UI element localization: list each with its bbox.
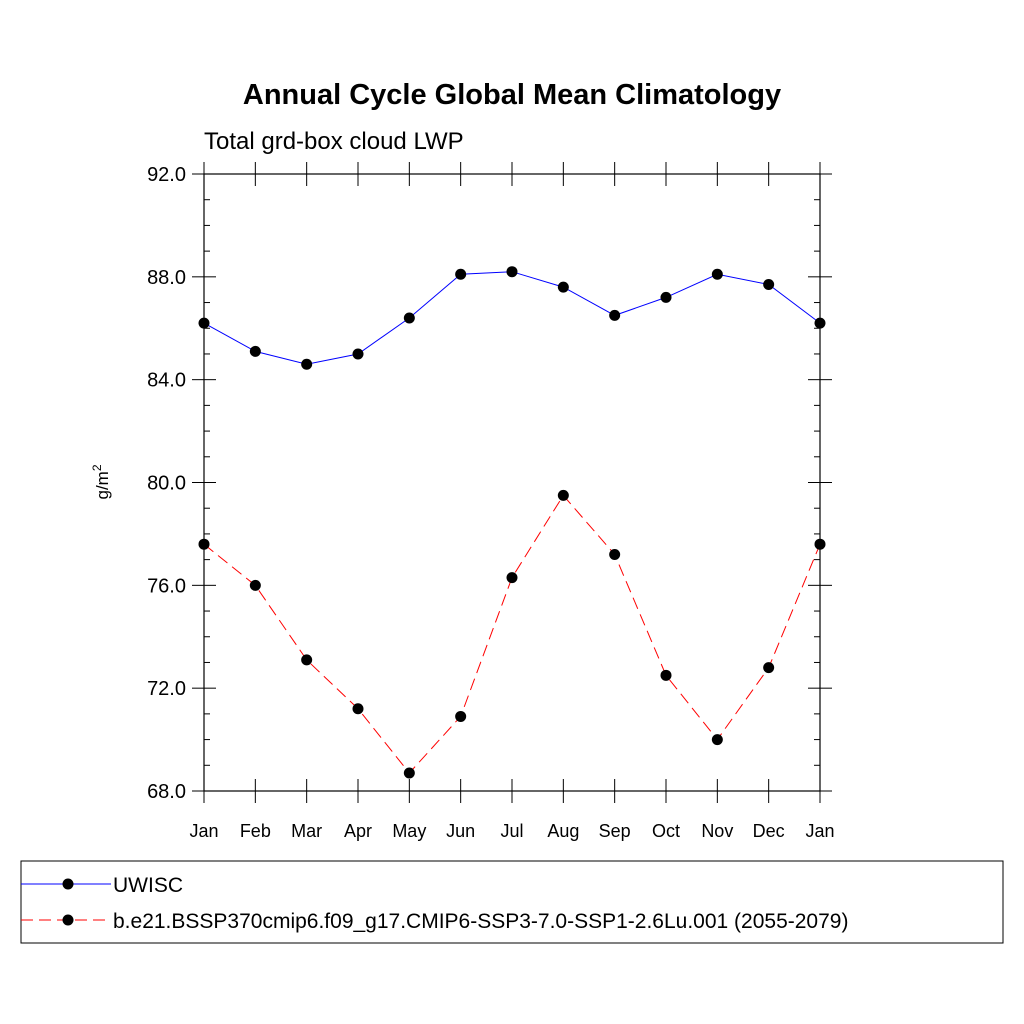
y-tick-label: 68.0 bbox=[147, 781, 186, 803]
data-point-series-2 bbox=[660, 669, 672, 681]
x-tick-label: Jul bbox=[500, 821, 523, 841]
x-tick-label: Jan bbox=[189, 821, 218, 841]
y-tick-label: 92.0 bbox=[147, 164, 186, 186]
x-tick-label: Jan bbox=[805, 821, 834, 841]
data-point-series-2 bbox=[403, 767, 415, 779]
y-tick-labels: 68.0 72.0 76.0 80.0 84.0 88.0 92.0 bbox=[147, 164, 186, 803]
data-point-series-1 bbox=[660, 291, 672, 303]
x-tick-label: Feb bbox=[240, 821, 271, 841]
data-point-series-2 bbox=[249, 579, 261, 591]
x-tick-label: Dec bbox=[753, 821, 785, 841]
data-point-series-2 bbox=[506, 572, 518, 584]
data-point-series-2 bbox=[557, 489, 569, 501]
y-axis-label: g/m2 bbox=[90, 464, 112, 499]
legend-marker-1 bbox=[62, 878, 74, 890]
y-axis-label-text: g/m bbox=[93, 471, 112, 499]
series-line-1 bbox=[203, 271, 821, 365]
data-point-series-1 bbox=[198, 317, 210, 329]
x-tick-label: Mar bbox=[291, 821, 322, 841]
legend: UWISC b.e21.BSSP370cmip6.f09_g17.CMIP6-SS… bbox=[20, 860, 1004, 944]
legend-entries: UWISC b.e21.BSSP370cmip6.f09_g17.CMIP6-SS… bbox=[21, 874, 848, 933]
data-point-series-2 bbox=[814, 538, 826, 550]
axis-ticks bbox=[192, 162, 832, 803]
x-tick-label: Sep bbox=[599, 821, 631, 841]
data-point-series-1 bbox=[249, 345, 261, 357]
data-point-series-2 bbox=[455, 710, 467, 722]
series-line-2 bbox=[203, 494, 821, 774]
data-point-series-2 bbox=[198, 538, 210, 550]
data-point-series-1 bbox=[763, 279, 775, 291]
chart-subtitle: Total grd-box cloud LWP bbox=[204, 128, 464, 155]
data-point-series-1 bbox=[301, 358, 313, 370]
y-axis-label-superscript: 2 bbox=[90, 464, 104, 471]
x-tick-label: Oct bbox=[652, 821, 680, 841]
data-point-series-1 bbox=[403, 312, 415, 324]
x-tick-label: Apr bbox=[344, 821, 372, 841]
data-point-series-1 bbox=[609, 309, 621, 321]
y-tick-label: 80.0 bbox=[147, 473, 186, 495]
data-point-series-1 bbox=[557, 281, 569, 293]
data-point-series-1 bbox=[352, 348, 364, 360]
data-point-series-2 bbox=[711, 734, 723, 746]
data-point-series-2 bbox=[352, 703, 364, 715]
legend-label-1: UWISC bbox=[113, 874, 183, 897]
data-point-series-1 bbox=[455, 268, 467, 280]
x-tick-label: Nov bbox=[701, 821, 733, 841]
y-tick-label: 76.0 bbox=[147, 575, 186, 597]
y-tick-label: 88.0 bbox=[147, 267, 186, 289]
legend-label-2: b.e21.BSSP370cmip6.f09_g17.CMIP6-SSP3-7.… bbox=[113, 910, 848, 933]
data-point-series-2 bbox=[301, 654, 313, 666]
legend-marker-2 bbox=[62, 914, 74, 926]
series-group bbox=[198, 266, 826, 779]
y-tick-label: 72.0 bbox=[147, 678, 186, 700]
x-tick-label: May bbox=[392, 821, 426, 841]
chart-title: Annual Cycle Global Mean Climatology bbox=[243, 79, 781, 111]
data-point-series-1 bbox=[814, 317, 826, 329]
legend-box bbox=[20, 860, 1004, 944]
data-point-series-2 bbox=[763, 662, 775, 674]
x-tick-label: Jun bbox=[446, 821, 475, 841]
x-tick-labels: Jan Feb Mar Apr May Jun Jul Aug Sep Oct Nov Dec Jan bbox=[189, 821, 834, 841]
data-point-series-2 bbox=[609, 548, 621, 560]
data-point-series-1 bbox=[711, 268, 723, 280]
y-tick-label: 84.0 bbox=[147, 370, 186, 392]
x-tick-label: Aug bbox=[547, 821, 579, 841]
data-point-series-1 bbox=[506, 266, 518, 278]
